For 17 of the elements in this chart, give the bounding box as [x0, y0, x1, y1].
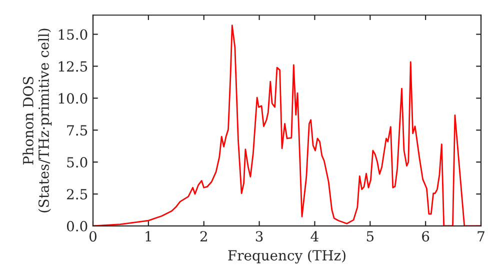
x-tick-label: 1 [146, 231, 151, 242]
x-tick-label: 4 [310, 231, 318, 242]
x-tick-label: 6 [422, 231, 430, 242]
y-tick-label: 12.5 [58, 61, 88, 72]
y-tick-label: 2.5 [66, 188, 88, 200]
x-tick-label: 2 [200, 231, 207, 242]
x-tick-label: 3 [256, 231, 263, 242]
y-tick-label: 5.0 [67, 157, 88, 168]
y-tick-label: 10.0 [58, 93, 88, 104]
y-axis-title: Phonon DOS (States/THz·primitive cell) [22, 28, 52, 212]
x-tick-label: 5 [366, 231, 374, 242]
x-tick-label: 7 [478, 231, 484, 242]
y-tick-label: 15.0 [58, 29, 88, 40]
x-axis-title: Frequency (THz) [228, 250, 346, 264]
x-tick-label: 0 [89, 231, 96, 242]
y-tick-label: 0.0 [66, 220, 88, 232]
y-tick-label: 7.5 [67, 125, 88, 136]
